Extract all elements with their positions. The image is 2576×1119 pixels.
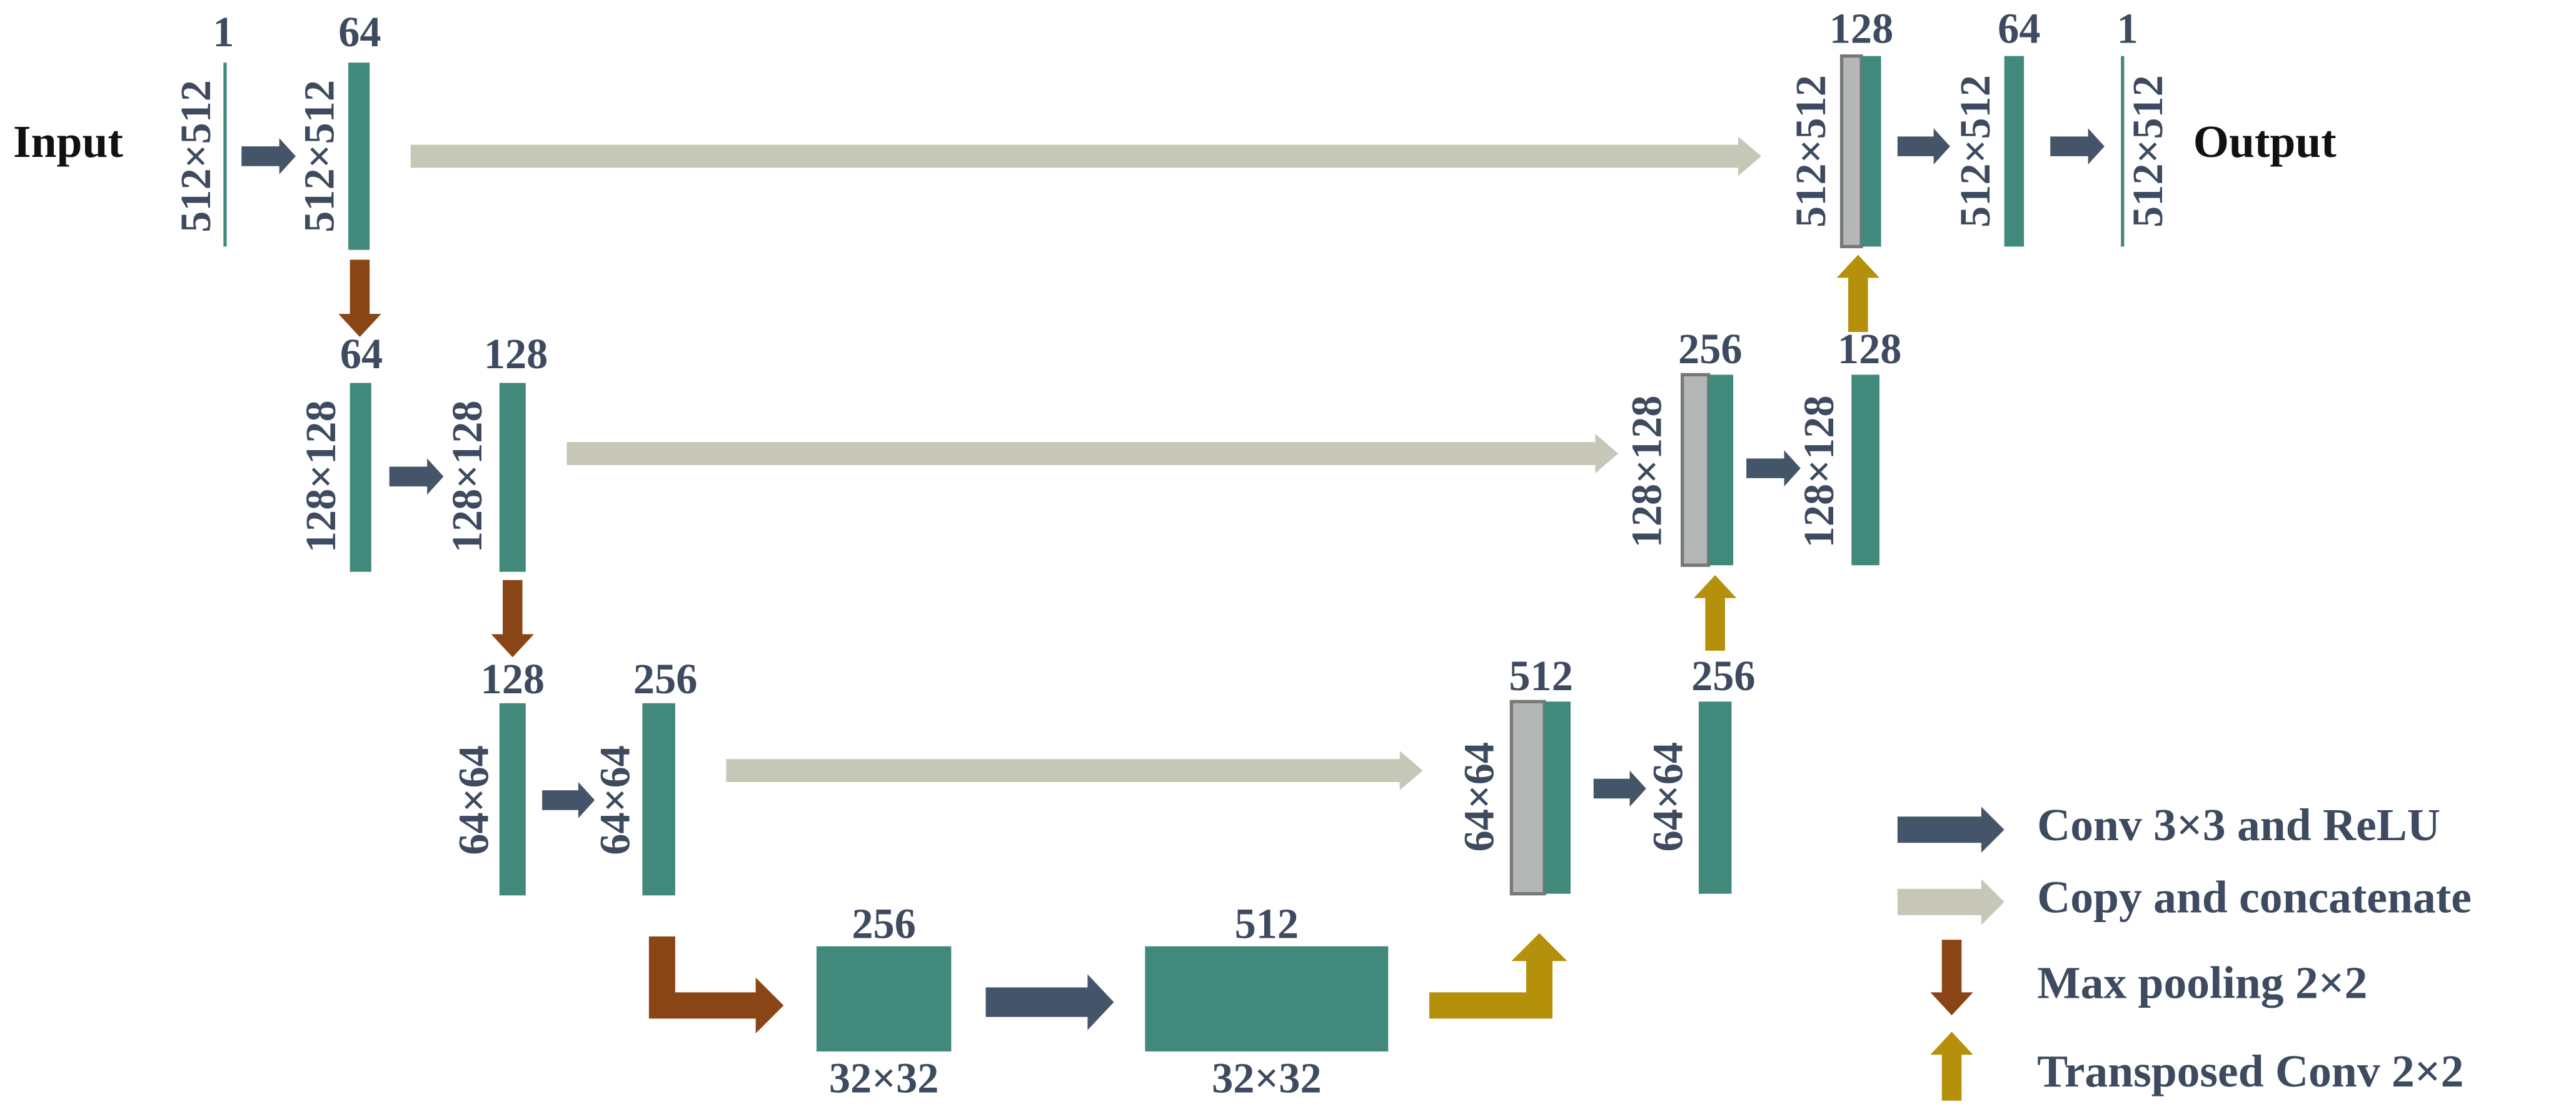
channel-label: 128 [1838,325,1901,373]
feature-map [348,63,370,250]
size-label: 128×128 [443,400,491,553]
copy-arrow [726,751,1423,791]
channel-label: 1 [2117,5,2138,53]
conv-arrow [389,458,444,495]
pool-arrow [491,580,534,658]
legend-label: Conv 3×3 and ReLU [2037,799,2440,850]
size-label: 512×512 [1787,75,1834,228]
feature-map [350,383,371,572]
channel-label: 256 [633,655,697,703]
size-label: 64×64 [591,745,638,855]
feature-map [499,703,526,896]
size-label: 128×128 [1795,396,1843,548]
feature-map [1708,374,1734,566]
conv-arrow [2050,128,2105,165]
channel-label: 128 [484,330,548,378]
size-label: 512×512 [1951,75,1999,228]
feature-map [2004,56,2025,247]
legend-conv-arrow [1897,806,2005,853]
copied-feature-map [1839,54,1863,249]
input-line [2121,56,2125,247]
upconv-arrow [1836,254,1879,333]
channel-label: 128 [481,655,545,703]
conv-arrow [985,974,1114,1030]
legend-copy-arrow [1897,879,2005,925]
channel-label: 64 [338,8,381,56]
channel-label: 64 [1998,5,2040,53]
size-label: 64×64 [1455,742,1502,852]
legend-label: Copy and concatenate [2037,871,2472,923]
input-line [223,63,227,247]
size-label: 512×512 [2124,75,2171,228]
feature-map [1861,56,1881,247]
feature-map [1544,701,1571,894]
input-label: Input [13,116,123,167]
copy-arrow [410,136,1761,176]
channel-label: 256 [1678,325,1742,373]
channel-label: 256 [1691,652,1755,700]
feature-map [1145,946,1389,1051]
size-label: 32×32 [829,1055,939,1102]
channel-label: 64 [340,330,383,378]
conv-arrow [241,138,296,174]
feature-map [642,703,675,896]
conv-arrow [1593,770,1646,807]
copied-feature-map [1680,373,1711,567]
copied-feature-map [1509,700,1546,896]
pool-arrow [338,259,381,337]
conv-arrow [542,782,595,818]
channel-label: 1 [213,8,234,56]
size-label: 512×512 [295,80,343,233]
legend-upconv-arrow [1930,1031,1973,1101]
upconv-arrow [1429,933,1567,1019]
size-label: 64×64 [450,745,497,855]
feature-map [816,946,952,1051]
output-label: Output [2193,116,2337,167]
feature-map [1851,374,1879,566]
size-label: 512×512 [172,80,219,233]
copy-arrow [566,433,1619,474]
pool-arrow [648,936,784,1034]
channel-label: 512 [1235,900,1299,948]
feature-map [1698,701,1732,894]
conv-arrow [1897,128,1950,165]
legend-label: Transposed Conv 2×2 [2037,1045,2463,1096]
size-label: 64×64 [1644,742,1692,852]
upconv-arrow [1694,575,1737,651]
size-label: 32×32 [1212,1055,1322,1102]
channel-label: 256 [852,900,915,948]
conv-arrow [1746,450,1801,487]
legend-label: Max pooling 2×2 [2037,956,2367,1008]
size-label: 128×128 [297,400,345,553]
channel-label: 512 [1509,652,1572,700]
size-label: 128×128 [1623,396,1670,548]
legend-pool-arrow [1930,940,1973,1016]
channel-label: 128 [1829,5,1893,53]
feature-map [499,383,526,572]
